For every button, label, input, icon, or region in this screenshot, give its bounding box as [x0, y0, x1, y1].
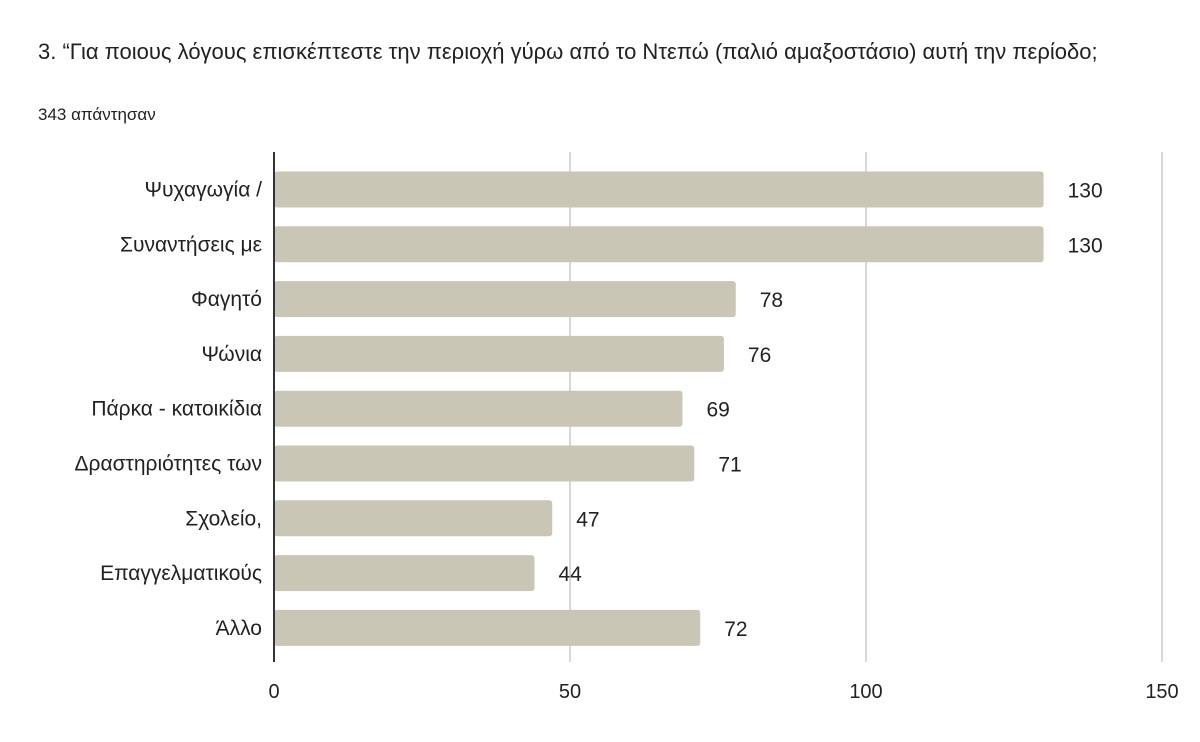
x-tick-label: 50: [559, 681, 581, 703]
labels: 0 50 100 150 Ψυχαγωγία / 130 Συναντήσεις με 130…: [74, 179, 1178, 704]
bar: [274, 390, 683, 427]
category-label: Σχολείο,: [185, 507, 262, 530]
category-label: Ψώνια: [202, 343, 262, 366]
data-label: 130: [1068, 180, 1103, 203]
category-label: Επαγγελματικούς: [100, 562, 262, 585]
category-label: Φαγητό: [191, 288, 262, 311]
bar: [274, 445, 695, 482]
data-label: 72: [724, 618, 747, 641]
response-count: 343 απάντησαν: [38, 105, 156, 124]
chart-title: 3. “Για ποιους λόγους επισκέπτεστε την π…: [38, 39, 1098, 64]
bar: [274, 500, 553, 537]
x-tick-label: 100: [849, 681, 882, 703]
bar: [274, 226, 1044, 263]
bars: [274, 171, 1044, 646]
bar: [274, 171, 1044, 208]
x-tick-label: 150: [1145, 681, 1178, 703]
bar: [274, 281, 736, 318]
data-label: 78: [760, 289, 783, 312]
x-tick-label: 0: [268, 681, 279, 703]
bar: [274, 609, 701, 646]
category-label: Ψυχαγωγία /: [145, 179, 263, 202]
data-label: 76: [748, 344, 771, 367]
category-label: Συναντήσεις με: [120, 233, 262, 256]
data-label: 71: [718, 454, 741, 477]
data-label: 47: [576, 508, 599, 531]
data-label: 69: [706, 399, 729, 422]
bar: [274, 555, 535, 592]
category-label: Πάρκα - κατοικίδια: [91, 398, 262, 421]
bar: [274, 335, 724, 372]
category-label: Δραστηριότητες των: [74, 453, 262, 476]
data-label: 44: [558, 563, 582, 586]
category-label: Άλλο: [216, 617, 262, 640]
data-label: 130: [1068, 234, 1103, 257]
